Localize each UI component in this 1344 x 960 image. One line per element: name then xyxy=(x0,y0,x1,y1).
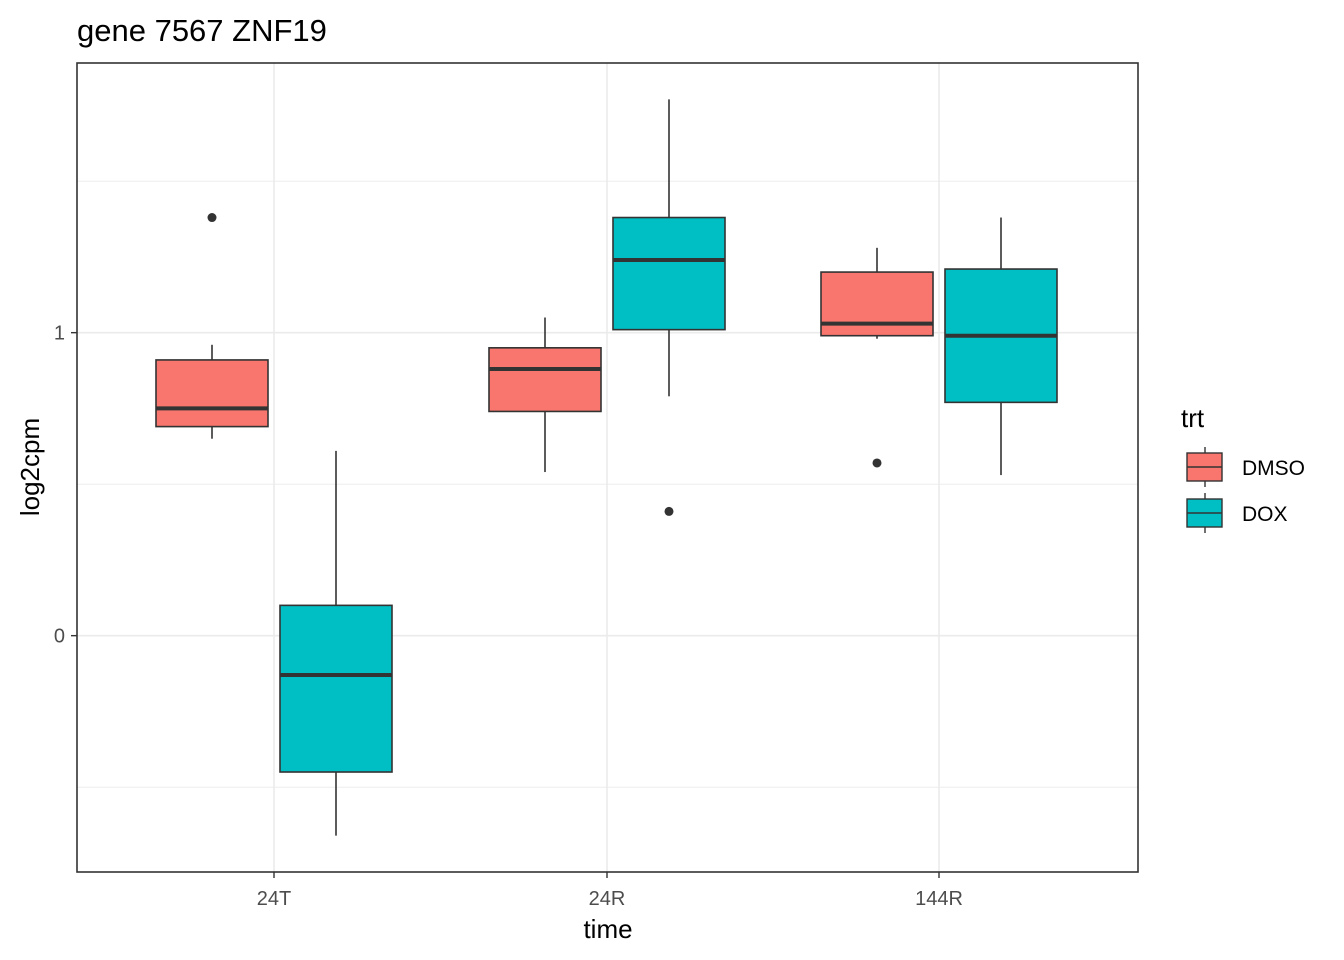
legend-label: DOX xyxy=(1242,503,1288,526)
box-dmso-24r xyxy=(488,317,602,473)
x-axis: 24T 24R 144R xyxy=(257,872,963,910)
legend: trt DMSO DOX xyxy=(1181,403,1305,533)
x-axis-title: time xyxy=(583,914,632,944)
outlier-point xyxy=(872,458,882,468)
box-dox-24r xyxy=(612,99,726,516)
y-tick-label: 1 xyxy=(54,323,65,345)
box-iqr xyxy=(488,347,602,413)
y-axis: 01 xyxy=(54,323,77,648)
outlier-point xyxy=(664,506,674,516)
x-tick-label: 24T xyxy=(257,888,291,910)
box-iqr xyxy=(820,271,934,337)
outlier-point xyxy=(207,213,217,223)
legend-label: DMSO xyxy=(1242,457,1305,480)
box-iqr xyxy=(612,216,726,331)
box-dox-144r xyxy=(944,217,1058,476)
legend-item-dox: DOX xyxy=(1186,493,1288,533)
box-iqr xyxy=(279,604,393,773)
x-tick-label: 144R xyxy=(915,888,963,910)
grid-lines xyxy=(77,63,1138,872)
y-tick-label: 0 xyxy=(54,626,65,648)
box-dmso-144r xyxy=(820,247,934,468)
legend-title: trt xyxy=(1181,403,1205,433)
box-layer xyxy=(155,99,1058,836)
legend-item-dmso: DMSO xyxy=(1186,447,1305,487)
box-dox-24t xyxy=(279,450,393,836)
x-tick-label: 24R xyxy=(589,888,626,910)
chart-title: gene 7567 ZNF19 xyxy=(77,13,327,48)
y-axis-title: log2cpm xyxy=(15,418,45,516)
box-iqr xyxy=(155,359,269,428)
box-dmso-24t xyxy=(155,213,269,439)
